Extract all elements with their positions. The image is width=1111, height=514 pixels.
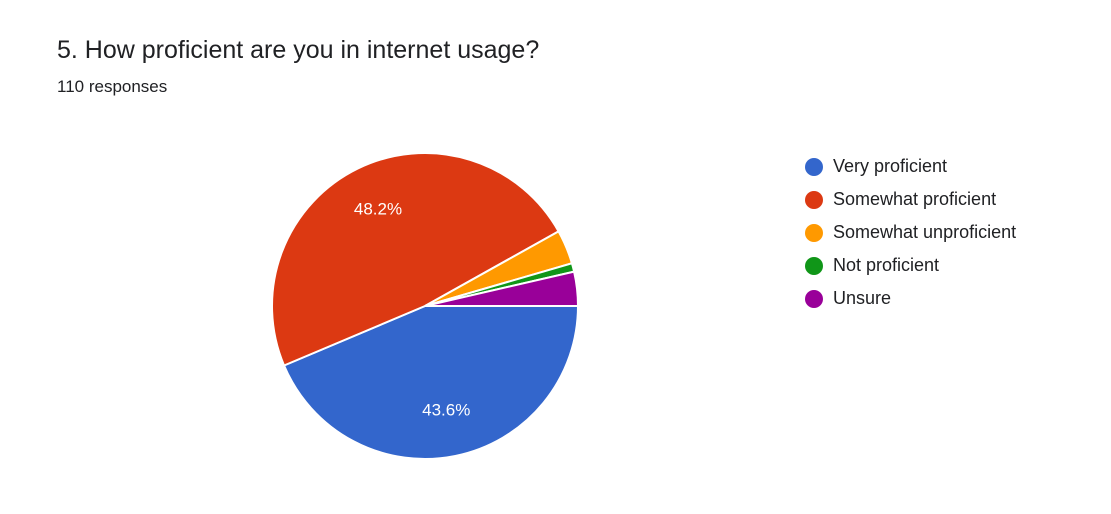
response-count: 110 responses	[57, 77, 168, 96]
legend-swatch-icon	[805, 256, 823, 275]
legend-label: Somewhat proficient	[833, 189, 997, 209]
pie-slice-very-proficient[interactable]	[282, 305, 580, 460]
legend-item-not-proficient[interactable]: Not proficient	[805, 249, 1016, 282]
pie-slice-label: 43.6%	[422, 400, 470, 419]
chart-legend: Very proficient Somewhat proficient Somewh…	[805, 150, 1016, 315]
legend-swatch-icon	[805, 289, 823, 308]
pie-slice-unsure[interactable]	[424, 270, 580, 307]
legend-item-somewhat-proficient[interactable]: Somewhat proficient	[805, 183, 1016, 216]
legend-swatch-icon	[805, 157, 823, 176]
legend-label: Very proficient	[833, 156, 948, 176]
legend-label: Somewhat unproficient	[833, 222, 1017, 242]
page-title: 5. How proficient are you in internet us…	[57, 36, 540, 64]
legend-item-somewhat-unproficient[interactable]: Somewhat unproficient	[805, 216, 1016, 249]
legend-label: Not proficient	[833, 255, 940, 275]
pie-slice-somewhat-proficient[interactable]	[271, 152, 560, 367]
pie-slice-label: 48.2%	[354, 199, 402, 218]
legend-item-very-proficient[interactable]: Very proficient	[805, 150, 1016, 183]
legend-swatch-icon	[805, 223, 823, 242]
legend-item-unsure[interactable]: Unsure	[805, 282, 1016, 315]
legend-swatch-icon	[805, 190, 823, 209]
legend-label: Unsure	[833, 288, 892, 308]
